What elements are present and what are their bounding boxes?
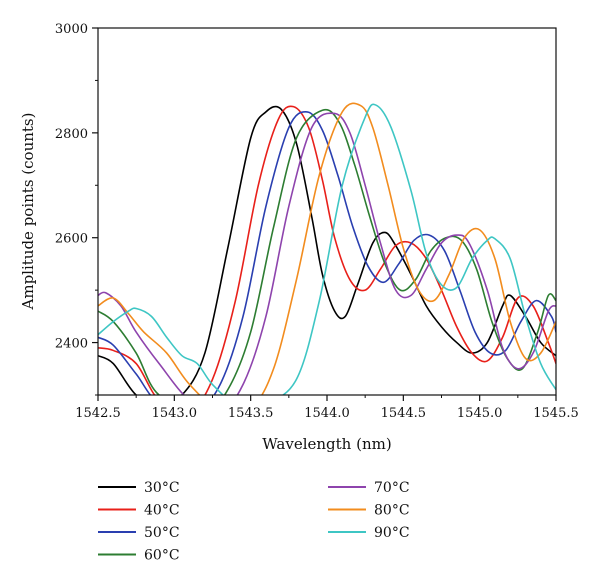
legend-label: 60°C <box>144 548 180 564</box>
plot-frame <box>97 27 557 396</box>
y-tick-label: 2800 <box>55 127 88 142</box>
x-tick-label: 1544.5 <box>381 406 427 421</box>
series-line-5 <box>98 112 556 395</box>
legend-label: 70°C <box>374 480 410 496</box>
legend-label: 40°C <box>144 503 180 519</box>
legend-label: 30°C <box>144 480 180 496</box>
series-layer <box>98 102 556 395</box>
y-axis: 2400 2600 2800 3000 <box>55 22 98 396</box>
y-tick-label: 2400 <box>55 337 88 352</box>
y-tick-label: 3000 <box>55 22 88 37</box>
x-tick-label: 1542.5 <box>75 406 121 421</box>
legend-label: 90°C <box>374 525 410 541</box>
legend: 30°C 40°C 50°C 60°C 70°C 80°C 90°C <box>98 480 410 564</box>
legend-label: 50°C <box>144 525 180 541</box>
series-line-6 <box>98 102 556 395</box>
x-tick-label: 1545.5 <box>533 406 579 421</box>
x-axis-title: Wavelength (nm) <box>262 435 391 453</box>
x-tick-label: 1544.0 <box>304 406 350 421</box>
series-line-3 <box>98 110 556 395</box>
legend-label: 80°C <box>374 503 410 519</box>
x-tick-label: 1543.5 <box>228 406 274 421</box>
series-line-1 <box>98 105 556 395</box>
x-tick-label: 1543.0 <box>152 406 198 421</box>
y-axis-title: Amplitude points (counts) <box>19 113 37 311</box>
series-line-7 <box>98 103 556 395</box>
y-tick-label: 2600 <box>55 232 88 247</box>
x-tick-label: 1545.0 <box>457 406 503 421</box>
x-axis: 1542.5 1543.0 1543.5 1544.0 1544.5 1545.0 1545… <box>75 395 579 421</box>
